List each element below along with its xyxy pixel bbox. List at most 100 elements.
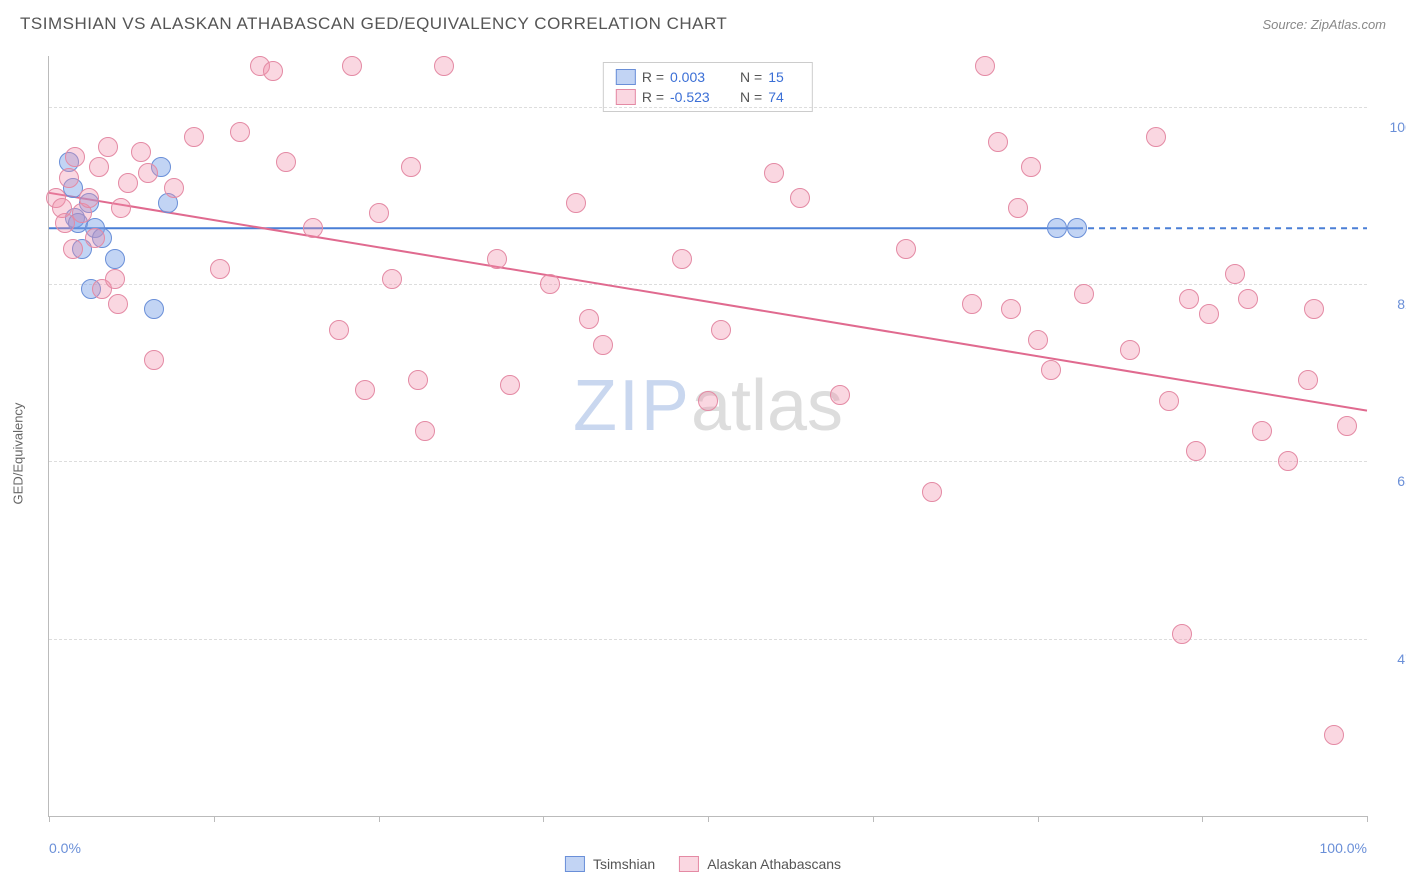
data-point — [975, 56, 995, 76]
n-label: N = — [740, 89, 762, 105]
data-point — [89, 157, 109, 177]
y-tick-label: 82.5% — [1377, 296, 1406, 312]
legend-swatch — [616, 89, 636, 105]
data-point — [263, 61, 283, 81]
data-point — [59, 168, 79, 188]
data-point — [138, 163, 158, 183]
data-point — [830, 385, 850, 405]
data-point — [63, 239, 83, 259]
data-point — [698, 391, 718, 411]
data-point — [1067, 218, 1087, 238]
data-point — [1146, 127, 1166, 147]
data-point — [105, 249, 125, 269]
data-point — [1041, 360, 1061, 380]
data-point — [1199, 304, 1219, 324]
data-point — [593, 335, 613, 355]
data-point — [579, 309, 599, 329]
legend-swatch — [679, 856, 699, 872]
data-point — [105, 269, 125, 289]
x-tick — [379, 816, 380, 822]
data-point — [408, 370, 428, 390]
n-label: N = — [740, 69, 762, 85]
data-point — [342, 56, 362, 76]
legend-label: Tsimshian — [593, 856, 655, 872]
x-tick — [1202, 816, 1203, 822]
data-point — [1021, 157, 1041, 177]
x-tick — [1038, 816, 1039, 822]
x-tick — [49, 816, 50, 822]
data-point — [401, 157, 421, 177]
data-point — [540, 274, 560, 294]
data-point — [988, 132, 1008, 152]
data-point — [1159, 391, 1179, 411]
data-point — [65, 147, 85, 167]
x-tick — [543, 816, 544, 822]
data-point — [1008, 198, 1028, 218]
r-label: R = — [642, 89, 664, 105]
legend-row: R =0.003N =15 — [616, 67, 800, 87]
r-value: 0.003 — [670, 69, 722, 85]
stats-legend: R = 0.003 N = 15 R = -0.523 N = 74 — [603, 62, 813, 112]
data-point — [1278, 451, 1298, 471]
data-point — [1252, 421, 1272, 441]
data-point — [1238, 289, 1258, 309]
data-point — [1001, 299, 1021, 319]
y-tick-label: 100.0% — [1377, 119, 1406, 135]
data-point — [1298, 370, 1318, 390]
data-point — [1047, 218, 1067, 238]
x-tick — [214, 816, 215, 822]
data-point — [1074, 284, 1094, 304]
data-point — [276, 152, 296, 172]
data-point — [184, 127, 204, 147]
plot-area: ZIPatlas R =0.003N =15R =-0.523N =74 47.… — [48, 56, 1367, 817]
data-point — [415, 421, 435, 441]
data-point — [962, 294, 982, 314]
data-point — [1179, 289, 1199, 309]
legend-item: Alaskan Athabascans — [679, 856, 841, 872]
data-point — [382, 269, 402, 289]
x-tick-label: 0.0% — [49, 840, 81, 856]
data-point — [896, 239, 916, 259]
data-point — [369, 203, 389, 223]
y-axis-label: GED/Equivalency — [11, 403, 26, 505]
data-point — [922, 482, 942, 502]
data-point — [487, 249, 507, 269]
data-point — [1028, 330, 1048, 350]
data-point — [131, 142, 151, 162]
series-legend: Tsimshian Alaskan Athabascans — [565, 856, 841, 872]
legend-row: R = -0.523 N = 74 — [616, 87, 800, 107]
data-point — [230, 122, 250, 142]
y-tick-label: 65.0% — [1377, 473, 1406, 489]
data-point — [711, 320, 731, 340]
data-point — [85, 228, 105, 248]
data-point — [1324, 725, 1344, 745]
data-point — [144, 299, 164, 319]
data-point — [355, 380, 375, 400]
grid-line — [49, 461, 1367, 462]
grid-line — [49, 284, 1367, 285]
x-tick — [708, 816, 709, 822]
data-point — [566, 193, 586, 213]
data-point — [764, 163, 784, 183]
data-point — [1120, 340, 1140, 360]
data-point — [1172, 624, 1192, 644]
data-point — [79, 188, 99, 208]
data-point — [434, 56, 454, 76]
legend-swatch — [565, 856, 585, 872]
grid-line — [49, 639, 1367, 640]
chart-title: TSIMSHIAN VS ALASKAN ATHABASCAN GED/EQUI… — [20, 14, 727, 34]
r-value: -0.523 — [670, 89, 722, 105]
data-point — [672, 249, 692, 269]
y-tick-label: 47.5% — [1377, 651, 1406, 667]
grid-line — [49, 107, 1367, 108]
data-point — [1304, 299, 1324, 319]
n-value: 74 — [768, 89, 788, 105]
data-point — [111, 198, 131, 218]
legend-swatch — [616, 69, 636, 85]
data-point — [1186, 441, 1206, 461]
x-tick — [873, 816, 874, 822]
n-value: 15 — [768, 69, 788, 85]
source-attribution: Source: ZipAtlas.com — [1262, 17, 1386, 32]
data-point — [790, 188, 810, 208]
data-point — [108, 294, 128, 314]
